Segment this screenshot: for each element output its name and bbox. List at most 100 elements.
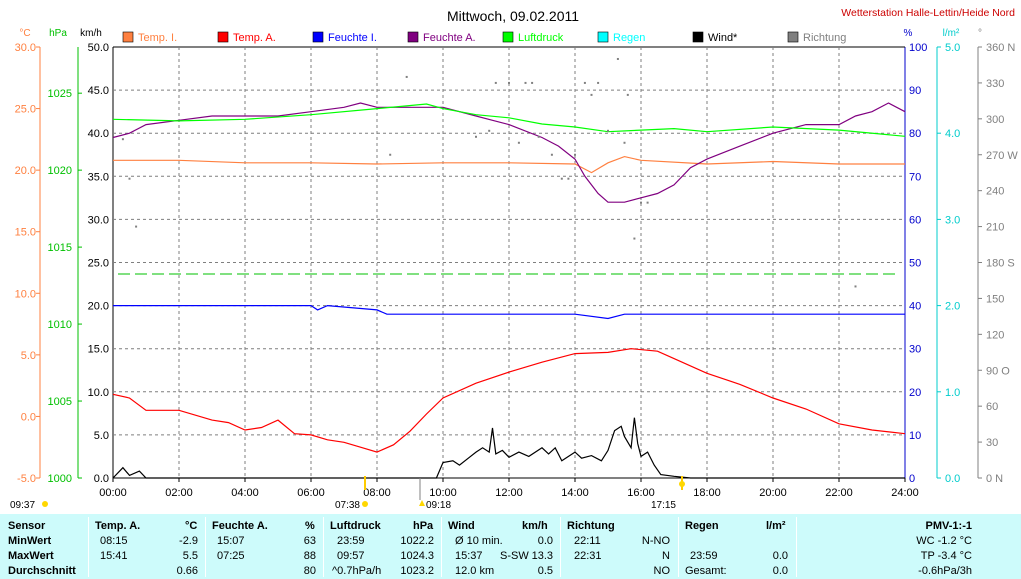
summary-cell: 0.66 xyxy=(176,565,198,577)
summary-cell: 0.0 xyxy=(537,535,553,547)
direction-point xyxy=(616,57,619,60)
x-tick-label: 16:00 xyxy=(627,487,655,499)
summary-table: Sensor Temp. A. °C Feuchte A. % Luftdruc… xyxy=(0,514,1021,579)
legend-item: Temp. I. xyxy=(122,31,177,44)
direction-point xyxy=(537,135,540,138)
rain-tick-label: 2.0 xyxy=(945,301,960,313)
direction-point xyxy=(135,225,138,228)
summary-cell: 1022.2 xyxy=(400,535,434,547)
legend-label: Wind* xyxy=(708,32,738,44)
pressure-tick-label: 1010 xyxy=(48,319,72,331)
wind-tick-label: 50.0 xyxy=(88,42,109,54)
direction-unit-label: ° xyxy=(978,28,982,39)
legend-label: Feuchte A. xyxy=(423,32,476,44)
moonset-time: 09:18 xyxy=(426,500,451,511)
direction-tick-label: 210 xyxy=(986,222,1004,234)
legend-item: Luftdruck xyxy=(502,31,564,44)
rain-unit-label: l/m² xyxy=(943,28,960,39)
humidity-tick-label: 80 xyxy=(909,128,921,140)
summary-cell: 1024.3 xyxy=(400,550,434,562)
summary-cell: Gesamt: xyxy=(685,565,727,577)
series-line-feuchte-i xyxy=(113,304,905,320)
wind-tick-label: 35.0 xyxy=(88,171,109,183)
summary-row-label: MinWert xyxy=(8,535,52,547)
wind-tick-label: 45.0 xyxy=(88,85,109,97)
summary-cell: 63 xyxy=(303,535,316,547)
humidity-tick-label: 0 xyxy=(909,473,915,485)
moonset-icon xyxy=(419,500,425,506)
summary-cell: 23:59 xyxy=(337,535,365,547)
summary-cell: -0.6hPa/3h xyxy=(918,565,972,577)
legend-label: Temp. I. xyxy=(138,32,177,44)
direction-point xyxy=(574,153,576,156)
x-tick-label: 12:00 xyxy=(495,487,523,499)
temp-unit-label: °C xyxy=(19,28,30,39)
direction-point xyxy=(583,81,586,84)
chart-title: Mittwoch, 09.02.2011 xyxy=(447,8,579,24)
legend-swatch xyxy=(312,31,324,43)
summary-header-humidity-unit: % xyxy=(305,520,315,532)
legend: Temp. I. Temp. A. Feuchte I. Feuchte A. Luft… xyxy=(122,31,846,44)
temp-tick-label: 15.0 xyxy=(15,227,36,239)
direction-point xyxy=(567,177,570,180)
sunrise-icon xyxy=(362,501,368,507)
direction-point xyxy=(475,135,477,138)
direction-point xyxy=(488,129,491,132)
temp-tick-label: 5.0 xyxy=(21,350,36,362)
x-tick-label: 04:00 xyxy=(231,487,259,499)
series-line-temp-a xyxy=(112,348,906,453)
summary-header-temp-unit: °C xyxy=(185,520,198,532)
temp-tick-label: 30.0 xyxy=(15,42,36,54)
humidity-tick-label: 20 xyxy=(909,387,921,399)
temp-tick-label: 0.0 xyxy=(21,411,36,423)
direction-point xyxy=(560,177,563,180)
direction-point xyxy=(607,129,609,132)
pressure-tick-label: 1015 xyxy=(48,242,72,254)
summary-cell: N xyxy=(662,550,670,562)
direction-point xyxy=(550,153,553,156)
legend-swatch xyxy=(787,31,799,43)
legend-item: Wind* xyxy=(692,31,738,44)
series-line-wind xyxy=(112,417,905,479)
legend-swatch xyxy=(692,31,704,43)
x-tick-label: 14:00 xyxy=(561,487,589,499)
pressure-tick-label: 1025 xyxy=(48,88,72,100)
series-line-luftdruck xyxy=(112,103,906,137)
summary-header-temp: Temp. A. xyxy=(95,520,141,532)
station-name: Wetterstation Halle-Lettin/Heide Nord xyxy=(841,7,1015,19)
summary-cell: 07:25 xyxy=(217,550,245,562)
direction-tick-label: 180 S xyxy=(986,258,1015,270)
direction-point xyxy=(633,237,636,240)
pressure-tick-label: 1020 xyxy=(48,165,72,177)
humidity-tick-label: 100 xyxy=(909,42,927,54)
summary-header-wind-unit: km/h xyxy=(522,520,548,532)
legend-item: Richtung xyxy=(787,31,846,44)
direction-point xyxy=(597,81,600,84)
wind-tick-label: 10.0 xyxy=(88,387,109,399)
direction-point xyxy=(405,75,408,78)
rain-tick-label: 1.0 xyxy=(945,387,960,399)
summary-cell: 15:07 xyxy=(217,535,245,547)
pressure-unit-label: hPa xyxy=(49,28,67,39)
direction-tick-label: 270 W xyxy=(986,150,1018,162)
wind-tick-label: 25.0 xyxy=(88,258,109,270)
direction-tick-label: 90 O xyxy=(986,365,1010,377)
summary-cell: 5.5 xyxy=(182,550,198,562)
legend-label: Feuchte I. xyxy=(328,32,377,44)
summary-header-rain: Regen xyxy=(685,520,719,532)
direction-point xyxy=(494,81,497,84)
temp-tick-label: 25.0 xyxy=(15,104,36,116)
wind-unit-label: km/h xyxy=(80,28,102,39)
direction-tick-label: 60 xyxy=(986,401,998,413)
direction-tick-label: 360 N xyxy=(986,42,1015,54)
temp-tick-label: 20.0 xyxy=(15,165,36,177)
direction-point xyxy=(623,141,626,144)
summary-cell: 22:11 xyxy=(574,535,601,547)
sunset-time: 17:15 xyxy=(651,500,676,511)
summary-header-sensor: Sensor xyxy=(8,520,46,532)
x-tick-label: 10:00 xyxy=(429,487,457,499)
humidity-tick-label: 50 xyxy=(909,258,921,270)
humidity-tick-label: 30 xyxy=(909,344,921,356)
legend-item: Feuchte A. xyxy=(407,31,476,44)
summary-cell: 13.3 xyxy=(531,550,553,562)
